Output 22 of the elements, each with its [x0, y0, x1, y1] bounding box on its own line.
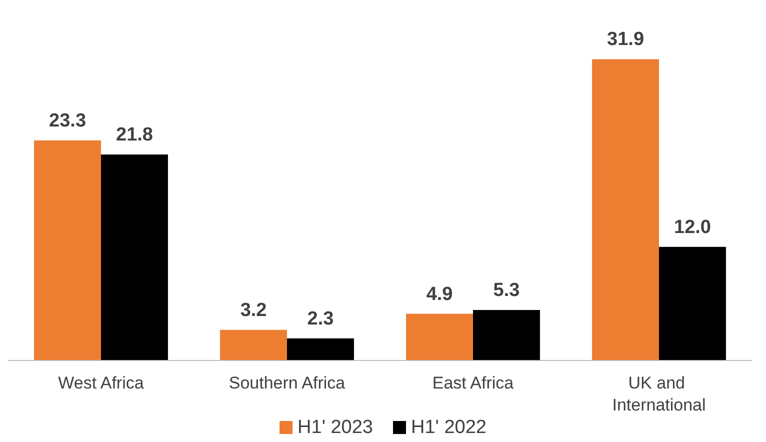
bar — [220, 330, 287, 360]
bar — [287, 338, 354, 360]
data-label: 2.3 — [307, 308, 334, 330]
data-label: 3.2 — [240, 300, 267, 321]
data-label: 21.8 — [116, 124, 153, 146]
bar — [34, 140, 101, 360]
bar — [406, 314, 473, 360]
bar — [592, 59, 659, 360]
data-label: 23.3 — [49, 110, 86, 132]
bar — [659, 246, 726, 360]
bar — [473, 310, 540, 360]
legend-label: H1' 2022 — [411, 417, 486, 438]
data-label: 12.0 — [674, 216, 711, 238]
data-label: 5.3 — [493, 280, 520, 302]
bar — [101, 154, 168, 360]
data-label: 31.9 — [607, 29, 644, 50]
legend-label: H1' 2023 — [298, 417, 374, 438]
data-label: 4.9 — [426, 284, 453, 305]
x-tick-label: East Africa — [432, 374, 514, 392]
x-tick-label: UK and International — [612, 374, 706, 414]
x-tick-label: West Africa — [58, 374, 144, 392]
x-tick-label: Southern Africa — [228, 374, 346, 392]
